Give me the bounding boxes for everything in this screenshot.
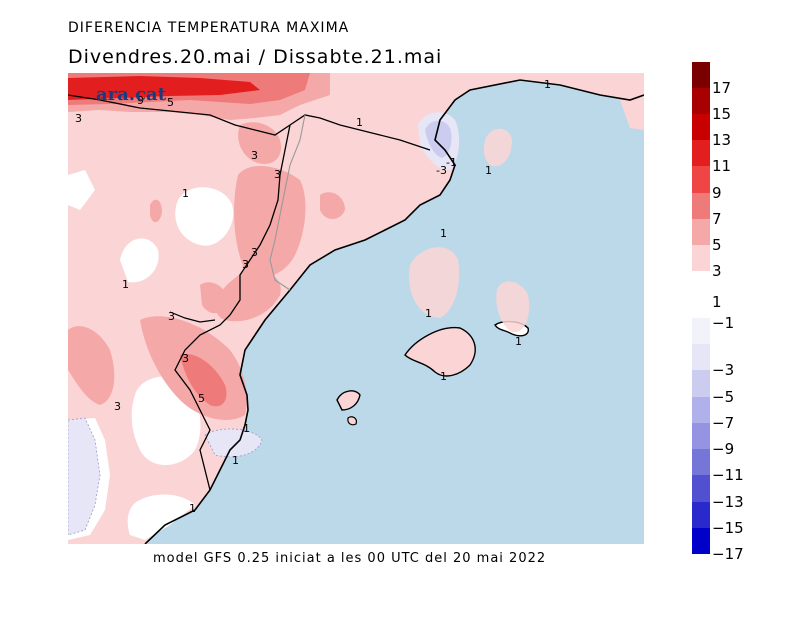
neutral-zone-nw <box>68 170 95 210</box>
contour-label-3-pyr: 3 <box>251 149 258 162</box>
colorbar-tick-label: 11 <box>712 157 732 176</box>
warm-zone-aragon <box>200 282 228 314</box>
cool-zone-sw <box>68 417 101 536</box>
colorbar-swatch <box>692 318 710 345</box>
contour-label-3-ebro: 3 <box>251 246 258 259</box>
cool-zone-murcia <box>204 428 263 458</box>
contour-label-1-mur: 1 <box>189 502 196 515</box>
neutral-zone-center <box>175 187 234 246</box>
colorbar-tick-label: −3 <box>712 361 735 380</box>
contour-label-1-ala: 1 <box>232 454 239 467</box>
border-aragon <box>174 124 291 491</box>
corsica-northwest <box>620 95 644 130</box>
coastline <box>144 79 644 544</box>
colorbar-swatch <box>692 527 710 554</box>
contour-label-minus1: -1 <box>446 156 457 169</box>
contour-label-5-top: 5 <box>167 96 174 109</box>
contour-label-1-mall: 1 <box>440 370 447 383</box>
sea-area <box>145 73 644 544</box>
contour-label-1-coast: 1 <box>243 422 250 435</box>
contour-label-3-val: 3 <box>182 352 189 365</box>
warm-zone-ebro <box>215 268 281 322</box>
colorbar-swatch <box>692 501 710 528</box>
colorbar-tick-label: −11 <box>712 466 744 485</box>
neutral-zone-se <box>127 494 195 540</box>
colorbar-swatch <box>692 449 710 476</box>
map-title: DIFERENCIA TEMPERATURA MAXIMA <box>68 20 350 36</box>
contour-label-1-men: 1 <box>515 335 522 348</box>
colorbar-tick-label: −7 <box>712 413 735 432</box>
neutral-zone-west <box>120 238 159 283</box>
contour-label-1-lion: 1 <box>182 187 189 200</box>
border-catalonia <box>269 114 306 291</box>
contour-label-3-a: 3 <box>242 258 249 271</box>
colorbar-tick-label: 1 <box>712 293 722 311</box>
colorbar-swatch <box>692 270 710 297</box>
colorbar-tick-label: −15 <box>712 518 744 537</box>
colorbar-tick-label: −9 <box>712 440 735 459</box>
warm-zone-west <box>68 326 115 405</box>
colorbar-swatch <box>692 140 710 167</box>
colorbar-swatch <box>692 114 710 141</box>
island-halo-corsica <box>483 128 512 167</box>
colorbar-tick-label: −5 <box>712 387 735 406</box>
colorbar-tick-label: 15 <box>712 105 732 124</box>
colorbar-swatch <box>692 62 710 89</box>
contour-label-3-sw: 3 <box>114 400 121 413</box>
ibiza-island <box>336 390 361 411</box>
colorbar-tick-label: 17 <box>712 79 732 98</box>
map-subtitle: Divendres.20.mai / Dissabte.21.mai <box>68 46 443 68</box>
colorbar-swatch <box>692 370 710 397</box>
colorbar-swatch <box>692 396 710 423</box>
island-halo-menorca <box>496 281 530 333</box>
colorbar-swatch <box>692 244 710 271</box>
contour-label-1-w: 1 <box>122 278 129 291</box>
contour-label-minus3: -3 <box>436 164 447 177</box>
border-valencia <box>169 311 216 323</box>
contour-label-9: 9 <box>137 94 144 107</box>
colorbar-swatch <box>692 218 710 245</box>
formentera-island <box>347 416 357 426</box>
colorbar-swatch <box>692 422 710 450</box>
colorbar-swatch <box>692 475 710 502</box>
temperature-difference-map: 3 9 5 3 3 1 1 1 -3 -1 1 1 3 3 1 3 3 5 3 … <box>68 73 644 544</box>
colorbar-tick-label: −13 <box>712 492 744 511</box>
colorbar-tick-label: 9 <box>712 183 722 202</box>
warm-zone-inland <box>320 192 345 219</box>
hot-zone-valencia <box>180 354 227 407</box>
colorbar-swatch <box>692 192 710 219</box>
contour-label-1-ne: 1 <box>485 164 492 177</box>
colorbar-tick-label: −17 <box>712 545 744 563</box>
contour-label-3-s: 3 <box>168 310 175 323</box>
colorbar-swatch <box>692 344 710 371</box>
colorbar-tick-label: 3 <box>712 261 722 280</box>
colorbar-tick-label: 13 <box>712 131 732 150</box>
colorbar-swatch <box>692 166 710 193</box>
contour-label-5-val: 5 <box>198 392 205 405</box>
colorbar-swatch <box>692 88 710 115</box>
mallorca-island <box>404 326 476 377</box>
warm-zone-catalonia <box>234 165 306 278</box>
colorbar-tick-label: −1 <box>712 314 735 332</box>
ara-cat-logo: ara.cat <box>96 84 167 105</box>
model-info-footer: model GFS 0.25 iniciat a les 00 UTC del … <box>153 551 547 566</box>
colorbar <box>692 62 710 554</box>
contour-label-1-sea: 1 <box>440 227 447 240</box>
contour-label-3-nw: 3 <box>75 112 82 125</box>
cold-zone-gulf <box>425 120 452 158</box>
very-hot-zone-north <box>68 76 260 100</box>
contour-label-1-cb: 1 <box>544 78 551 91</box>
colorbar-tick-label: 7 <box>712 209 722 228</box>
island-halo-mallorca <box>409 247 460 318</box>
warm-zone-pyrenees <box>238 122 281 164</box>
colorbar-tick-label: 5 <box>712 235 722 254</box>
contour-label-3-cat: 3 <box>274 168 281 181</box>
contour-label-1-maj: 1 <box>425 307 432 320</box>
warm-zone-small <box>150 199 162 223</box>
contour-label-1-pyr: 1 <box>356 116 363 129</box>
